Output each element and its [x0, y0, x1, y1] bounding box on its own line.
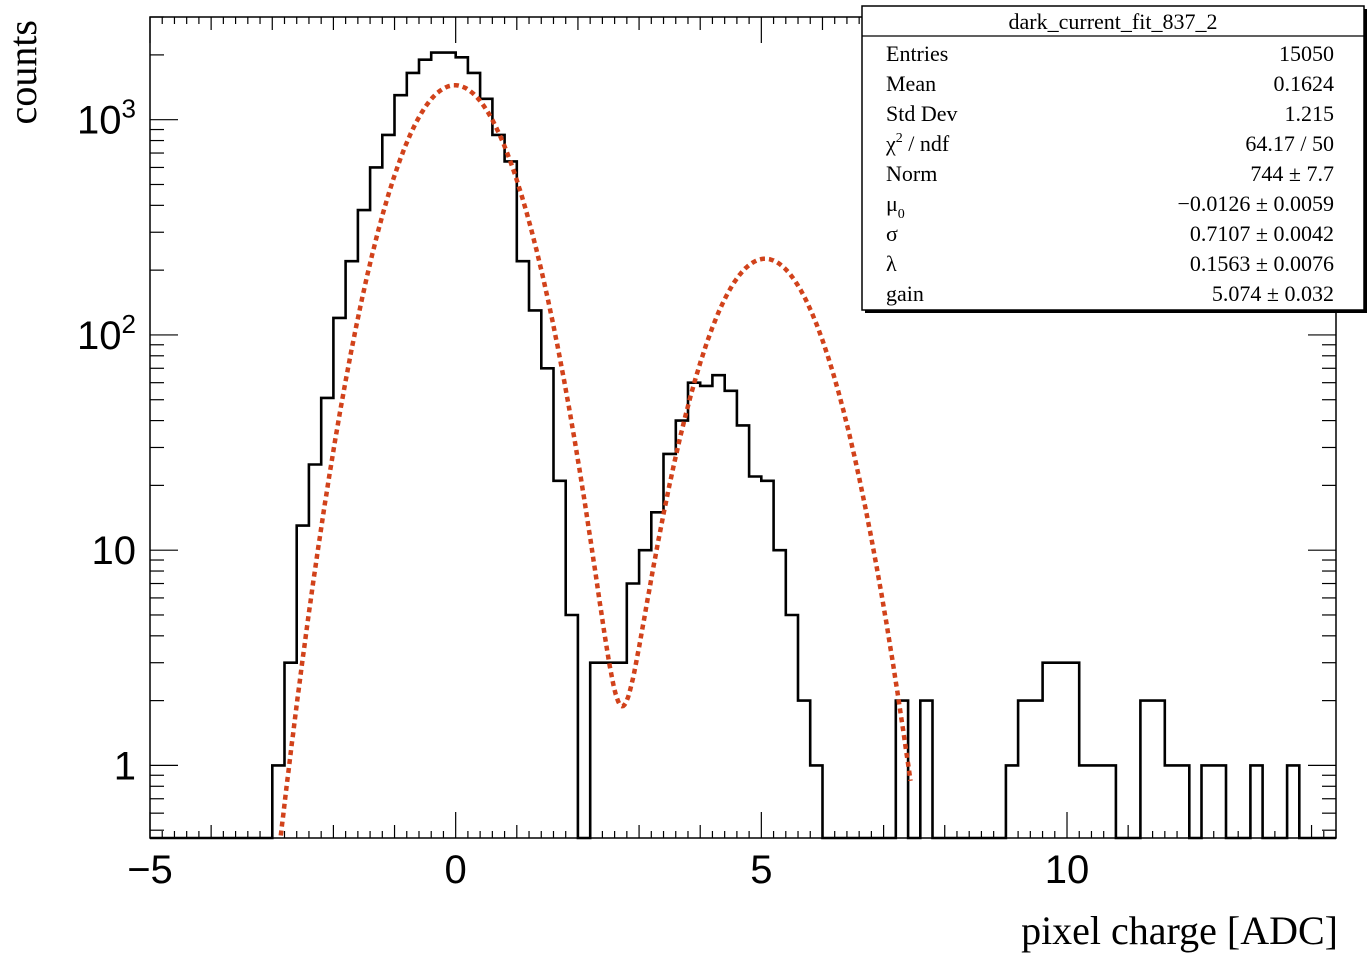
- stats-row-label: Norm: [886, 161, 937, 186]
- stats-row-label: Std Dev: [886, 101, 958, 126]
- stats-box-title: dark_current_fit_837_2: [1009, 9, 1218, 34]
- stats-row-value: 0.7107 ± 0.0042: [1190, 221, 1334, 246]
- stats-row-value: −0.0126 ± 0.0059: [1178, 191, 1334, 216]
- stats-row-value: 0.1624: [1274, 71, 1335, 96]
- stats-row-label: Entries: [886, 41, 948, 66]
- stats-row-value: 5.074 ± 0.032: [1212, 281, 1334, 306]
- stats-row-label: gain: [886, 281, 924, 306]
- stats-row-value: 64.17 / 50: [1245, 131, 1334, 156]
- stats-row-value: 744 ± 7.7: [1250, 161, 1334, 186]
- x-tick-label: −5: [127, 848, 173, 892]
- x-tick-label: 5: [750, 848, 772, 892]
- fit-curve: [281, 85, 911, 835]
- y-tick-label: 102: [77, 309, 136, 358]
- stats-row-value: 15050: [1279, 41, 1334, 66]
- y-tick-label: 10: [92, 529, 137, 573]
- x-axis-title: pixel charge [ADC]: [1021, 908, 1338, 953]
- stats-row-label: σ: [886, 221, 898, 246]
- stats-row-value: 0.1563 ± 0.0076: [1190, 251, 1334, 276]
- stats-box: dark_current_fit_837_2 Entries 15050 Mean 0.…: [862, 6, 1367, 313]
- y-tick-label: 1: [114, 744, 136, 788]
- stats-row-value: 1.215: [1285, 101, 1335, 126]
- x-tick-label: 0: [445, 848, 467, 892]
- stats-row-label: λ: [886, 251, 897, 276]
- stats-row-label: χ2 / ndf: [885, 131, 950, 156]
- stats-row-label: Mean: [886, 71, 936, 96]
- x-tick-label: 10: [1045, 848, 1090, 892]
- y-axis-title: counts: [0, 20, 45, 124]
- y-tick-label: 103: [77, 94, 136, 143]
